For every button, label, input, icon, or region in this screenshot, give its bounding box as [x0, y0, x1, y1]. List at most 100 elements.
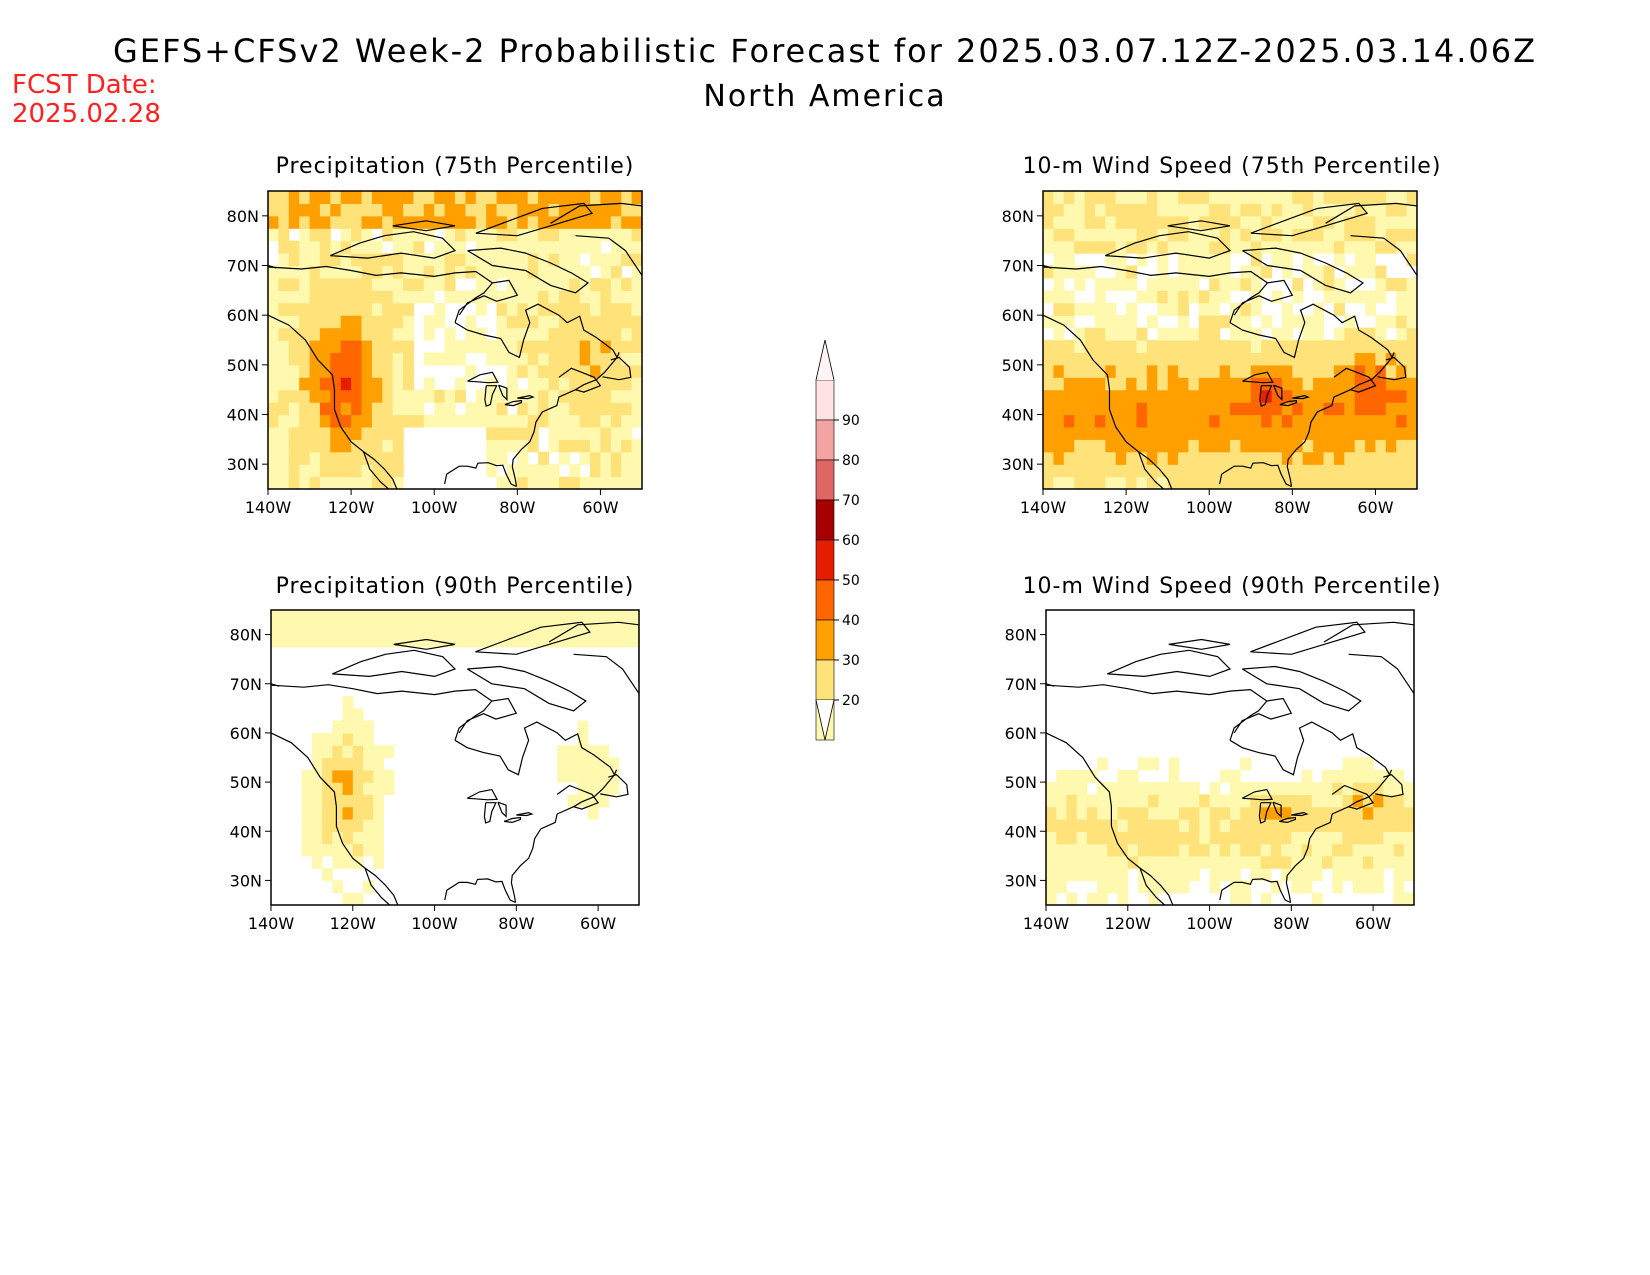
- coastline: [1241, 665, 1362, 712]
- grid-cell: [373, 769, 384, 783]
- grid-cell: [330, 302, 342, 316]
- grid-cell: [1323, 364, 1335, 378]
- grid-cell: [309, 203, 321, 217]
- grid-cell: [342, 806, 354, 820]
- grid-cell: [1365, 191, 1377, 204]
- grid-cell: [455, 622, 466, 636]
- grid-cell: [1127, 843, 1139, 857]
- grid-cell: [1250, 240, 1262, 254]
- grid-cell: [1063, 228, 1075, 242]
- grid-cell: [1178, 831, 1190, 845]
- grid-cell: [465, 191, 477, 204]
- grid-cell: [1240, 203, 1252, 217]
- grid-cell: [1281, 782, 1292, 795]
- grid-cell: [1105, 315, 1117, 329]
- grid-cell: [1158, 880, 1170, 894]
- grid-cell: [1157, 389, 1169, 403]
- grid-cell: [434, 203, 446, 217]
- grid-cell: [1385, 203, 1397, 217]
- grid-cell: [455, 377, 466, 391]
- grid-cell: [434, 402, 446, 416]
- grid-cell: [271, 610, 282, 623]
- grid-cell: [1209, 819, 1221, 832]
- grid-cell: [1406, 352, 1417, 366]
- grid-cell: [403, 215, 415, 229]
- grid-cell: [1097, 868, 1108, 881]
- grid-cell: [1230, 402, 1241, 416]
- grid-cell: [1063, 364, 1075, 378]
- probability-fill: [1043, 191, 1417, 489]
- grid-cell: [1323, 426, 1335, 440]
- grid-cell: [383, 745, 395, 759]
- grid-cell: [423, 191, 435, 204]
- grid-cell: [1056, 843, 1067, 857]
- grid-cell: [1066, 868, 1078, 881]
- grid-cell: [506, 327, 518, 341]
- grid-cell: [1333, 426, 1345, 440]
- grid-cell: [351, 203, 363, 217]
- grid-cell: [1403, 868, 1414, 881]
- lat-tick-label: 50N: [230, 773, 262, 792]
- grid-cell: [1086, 843, 1098, 857]
- coastline: [1279, 399, 1298, 407]
- grid-cell: [631, 203, 642, 217]
- lat-tick-label: 50N: [1005, 773, 1037, 792]
- panel-title: 10-m Wind Speed (75th Percentile): [1023, 154, 1442, 179]
- grid-cell: [536, 622, 548, 636]
- grid-cell: [1383, 819, 1395, 832]
- grid-cell: [1362, 831, 1374, 845]
- grid-cell: [1198, 414, 1210, 428]
- grid-cell: [495, 634, 507, 648]
- grid-cell: [392, 426, 404, 440]
- grid-cell: [1365, 290, 1377, 304]
- coastline: [268, 314, 398, 489]
- grid-cell: [1074, 340, 1086, 353]
- grid-cell: [1333, 364, 1345, 378]
- grid-cell: [557, 745, 568, 759]
- grid-cell: [281, 622, 292, 636]
- grid-cell: [382, 476, 394, 489]
- coastline: [1391, 352, 1395, 358]
- grid-cell: [1302, 414, 1314, 428]
- grid-cell: [610, 302, 622, 316]
- grid-cell: [268, 228, 279, 242]
- grid-cell: [1138, 831, 1149, 845]
- grid-cell: [1406, 228, 1417, 242]
- grid-cell: [1271, 426, 1283, 440]
- grid-cell: [628, 622, 639, 636]
- grid-cell: [1043, 476, 1054, 489]
- grid-cell: [342, 843, 354, 857]
- coastline: [444, 462, 517, 488]
- grid-cell: [579, 240, 591, 254]
- grid-cell: [579, 290, 591, 304]
- lat-tick-label: 80N: [1005, 626, 1037, 645]
- grid-cell: [392, 315, 404, 329]
- grid-cell: [1086, 855, 1098, 869]
- grid-cell: [1240, 240, 1252, 254]
- grid-cell: [1136, 377, 1148, 391]
- grid-cell: [1281, 476, 1293, 489]
- grid-cell: [1375, 340, 1387, 353]
- grid-cell: [309, 215, 321, 229]
- grid-cell: [342, 757, 354, 771]
- lon-tick-label: 80W: [1273, 914, 1309, 933]
- coastline: [1043, 314, 1173, 489]
- grid-cell: [1076, 782, 1088, 795]
- grid-cell: [1385, 414, 1397, 428]
- grid-cell: [299, 426, 311, 440]
- grid-cell: [351, 253, 363, 267]
- grid-cell: [1311, 806, 1323, 820]
- grid-cell: [558, 414, 570, 428]
- grid-cell: [1292, 476, 1304, 489]
- grid-cell: [1260, 819, 1272, 832]
- grid-cell: [548, 340, 560, 353]
- grid-cell: [413, 253, 425, 267]
- grid-cell: [1053, 290, 1065, 304]
- grid-cell: [1076, 794, 1088, 808]
- grid-cell: [506, 228, 518, 242]
- grid-cell: [1043, 377, 1054, 391]
- grid-cell: [1313, 389, 1325, 403]
- grid-cell: [1219, 476, 1231, 489]
- grid-cell: [1209, 215, 1221, 229]
- grid-cell: [340, 253, 352, 267]
